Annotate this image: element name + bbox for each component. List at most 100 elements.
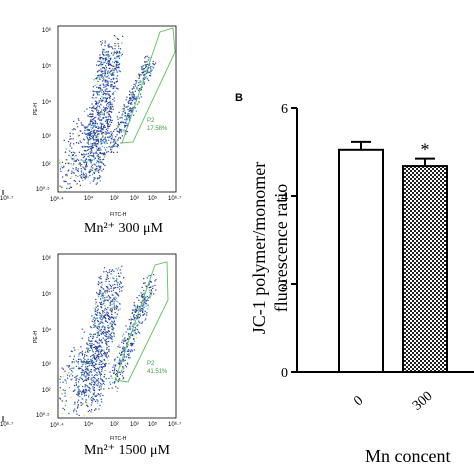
scatter-dot [106, 357, 108, 359]
scatter-dot [132, 329, 134, 331]
scatter-dot [82, 392, 84, 394]
scatter-dot [121, 117, 123, 119]
scatter-dot [117, 387, 119, 389]
scatter-dot [91, 315, 93, 317]
scatter-dot [89, 362, 91, 365]
scatter-dot [110, 270, 112, 272]
scatter-dot [101, 342, 103, 344]
scatter-dot [87, 159, 89, 161]
scatter-dot [97, 113, 99, 115]
scatter-dot [99, 169, 101, 171]
scatter-dot [82, 357, 85, 359]
scatter-dot [90, 147, 92, 150]
scatter-dot [140, 74, 142, 76]
scatter-dot [125, 99, 127, 101]
scatter-dot [103, 366, 105, 368]
scatter-dot [68, 365, 70, 367]
scatter-dot [106, 83, 108, 85]
scatter-dot [110, 375, 112, 377]
scatter-dot [85, 133, 88, 135]
scatter-dot [92, 127, 94, 129]
scatter-dot [121, 372, 123, 374]
scatter-dot [123, 370, 125, 373]
scatter-dot [92, 173, 94, 176]
scatter-dot [99, 76, 101, 78]
scatter-dot [84, 391, 86, 393]
scatter-dot [90, 120, 93, 122]
scatter-dot [90, 371, 93, 373]
scatter-dot [132, 330, 134, 332]
scatter-dot [144, 284, 146, 286]
scatter-dot [102, 331, 105, 333]
scatter-dot [106, 54, 108, 56]
scatter-dot [111, 68, 113, 70]
scatter-dot [89, 340, 91, 342]
scatter-dot [98, 373, 100, 375]
scatter-dot [108, 296, 111, 298]
scatter-dot [125, 120, 127, 123]
scatter-dot [108, 115, 110, 117]
scatter-dot [85, 166, 87, 168]
scatter-dot [112, 78, 115, 80]
scatter-dot [115, 307, 118, 309]
scatter-dot [103, 124, 105, 127]
scatter-dot [152, 60, 154, 63]
scatter-dot [99, 78, 101, 80]
scatter-dot [84, 395, 86, 397]
scatter-dot [100, 330, 102, 332]
scatter-dot [102, 317, 104, 319]
scatter-dot [64, 392, 66, 394]
scatter-dot [113, 270, 115, 272]
scatter-dot [125, 118, 128, 120]
scatter-dot [103, 133, 105, 135]
scatter-dot [119, 117, 121, 119]
scatter-dot [75, 175, 77, 177]
scatter-dot [104, 71, 106, 73]
scatter-dot [64, 370, 66, 372]
scatter-dot [115, 53, 118, 55]
scatter-dot [97, 355, 99, 358]
scatter-dot [60, 376, 62, 378]
scatter-dot [100, 41, 102, 43]
scatter-dot [79, 358, 81, 360]
scatter-dot [109, 381, 111, 383]
scatter-dot [111, 316, 113, 318]
scatter-dot [81, 398, 83, 400]
scatter-dot [111, 70, 113, 72]
scatter-dot [114, 381, 116, 383]
scatter-dot [96, 86, 98, 88]
scatter-dot [85, 153, 87, 155]
flow-plot-2: P2 41.51% PE-H FITC-H 10⁶ 10⁵ 10⁴ 10³ 10… [0, 0, 200, 474]
flow-plot-1-xtick-3: 10³ [130, 196, 139, 202]
scatter-dot [104, 120, 107, 122]
scatter-dot [102, 83, 104, 85]
scatter-dot [87, 410, 89, 413]
scatter-dot [107, 55, 109, 57]
scatter-dot [135, 315, 137, 317]
scatter-dot [133, 97, 135, 99]
scatter-dot [115, 386, 117, 388]
scatter-dot [81, 378, 83, 380]
flow-plot-2-xtick-2: 10² [110, 422, 119, 428]
scatter-dot [131, 312, 133, 314]
scatter-dot [103, 55, 105, 57]
scatter-dot [129, 349, 131, 351]
scatter-dot [97, 86, 100, 89]
scatter-dot [97, 393, 99, 395]
scatter-dot [101, 119, 103, 121]
scatter-dot [110, 131, 112, 133]
scatter-dot [152, 63, 154, 65]
scatter-dot [102, 168, 105, 170]
scatter-dot [133, 342, 135, 344]
scatter-dot [96, 379, 99, 381]
scatter-dot [95, 91, 97, 93]
scatter-dot [101, 304, 103, 306]
scatter-dot [121, 131, 123, 133]
scatter-dot [95, 103, 97, 106]
scatter-dot [110, 145, 113, 148]
scatter-dot [63, 166, 65, 168]
scatter-dot [105, 317, 107, 319]
scatter-dot [107, 61, 109, 63]
scatter-dot [135, 333, 138, 335]
scatter-dot [123, 367, 125, 369]
